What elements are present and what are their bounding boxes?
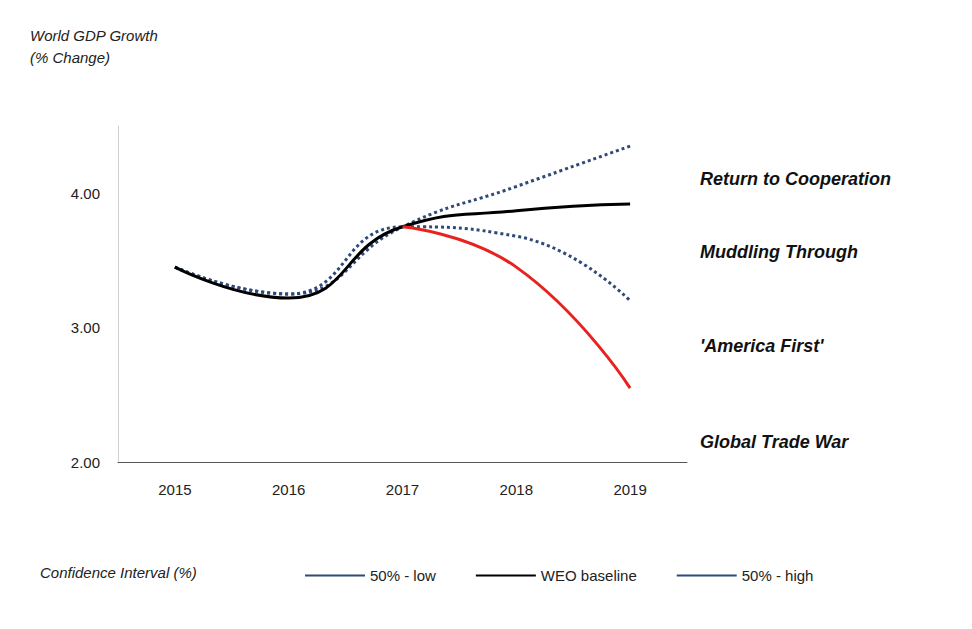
svg-text:2015: 2015 bbox=[158, 481, 191, 498]
svg-text:Return to Cooperation: Return to Cooperation bbox=[700, 169, 891, 189]
svg-text:WEO baseline: WEO baseline bbox=[541, 567, 637, 584]
svg-text:(% Change): (% Change) bbox=[30, 49, 110, 66]
svg-text:Confidence Interval (%): Confidence Interval (%) bbox=[40, 564, 197, 581]
svg-text:2019: 2019 bbox=[613, 481, 646, 498]
svg-text:2017: 2017 bbox=[386, 481, 419, 498]
svg-text:World GDP Growth: World GDP Growth bbox=[30, 27, 158, 44]
svg-text:2016: 2016 bbox=[272, 481, 305, 498]
svg-text:50% - high: 50% - high bbox=[742, 567, 814, 584]
svg-text:50% - low: 50% - low bbox=[370, 567, 436, 584]
svg-text:'America First': 'America First' bbox=[700, 336, 824, 356]
svg-text:4.00: 4.00 bbox=[71, 185, 100, 202]
svg-text:Muddling Through: Muddling Through bbox=[700, 242, 858, 262]
svg-text:3.00: 3.00 bbox=[71, 319, 100, 336]
svg-text:2018: 2018 bbox=[500, 481, 533, 498]
svg-text:Global Trade War: Global Trade War bbox=[700, 432, 849, 452]
svg-text:2.00: 2.00 bbox=[71, 454, 100, 471]
